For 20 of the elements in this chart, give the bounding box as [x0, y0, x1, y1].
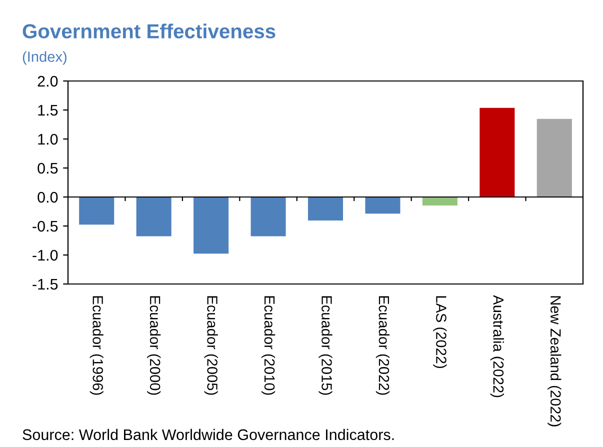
y-tick-label: 0.5 — [38, 162, 58, 174]
chart-title: Government Effectiveness — [22, 24, 276, 38]
chart-subtitle: (Index) — [22, 51, 66, 65]
x-tick-label: Ecuador (2022) — [376, 296, 390, 395]
x-tick-label: Ecuador (2015) — [318, 296, 332, 395]
x-tick-label: Ecuador (2005) — [204, 296, 218, 395]
y-tick-label: -1.5 — [32, 279, 58, 290]
y-tick-label: 1.5 — [38, 105, 58, 116]
y-tick-label: -0.5 — [32, 220, 58, 232]
x-tick-label: Ecuador (2010) — [261, 296, 276, 395]
x-tick-label: Australia (2022) — [490, 295, 504, 398]
y-tick-label: 0.0 — [38, 192, 58, 203]
x-tick-label: Ecuador (2000) — [147, 296, 161, 395]
x-tick-label: LAS (2022) — [433, 296, 447, 368]
y-tick-label: -1.0 — [32, 250, 58, 261]
x-tick-label: New Zealand (2022) — [548, 296, 562, 426]
source-note: Source: World Bank Worldwide Governance Indicators. — [22, 428, 394, 440]
y-tick-label: 1.0 — [38, 134, 58, 145]
y-tick-label: 2.0 — [38, 76, 58, 87]
x-tick-label: Ecuador (1996) — [90, 296, 104, 395]
